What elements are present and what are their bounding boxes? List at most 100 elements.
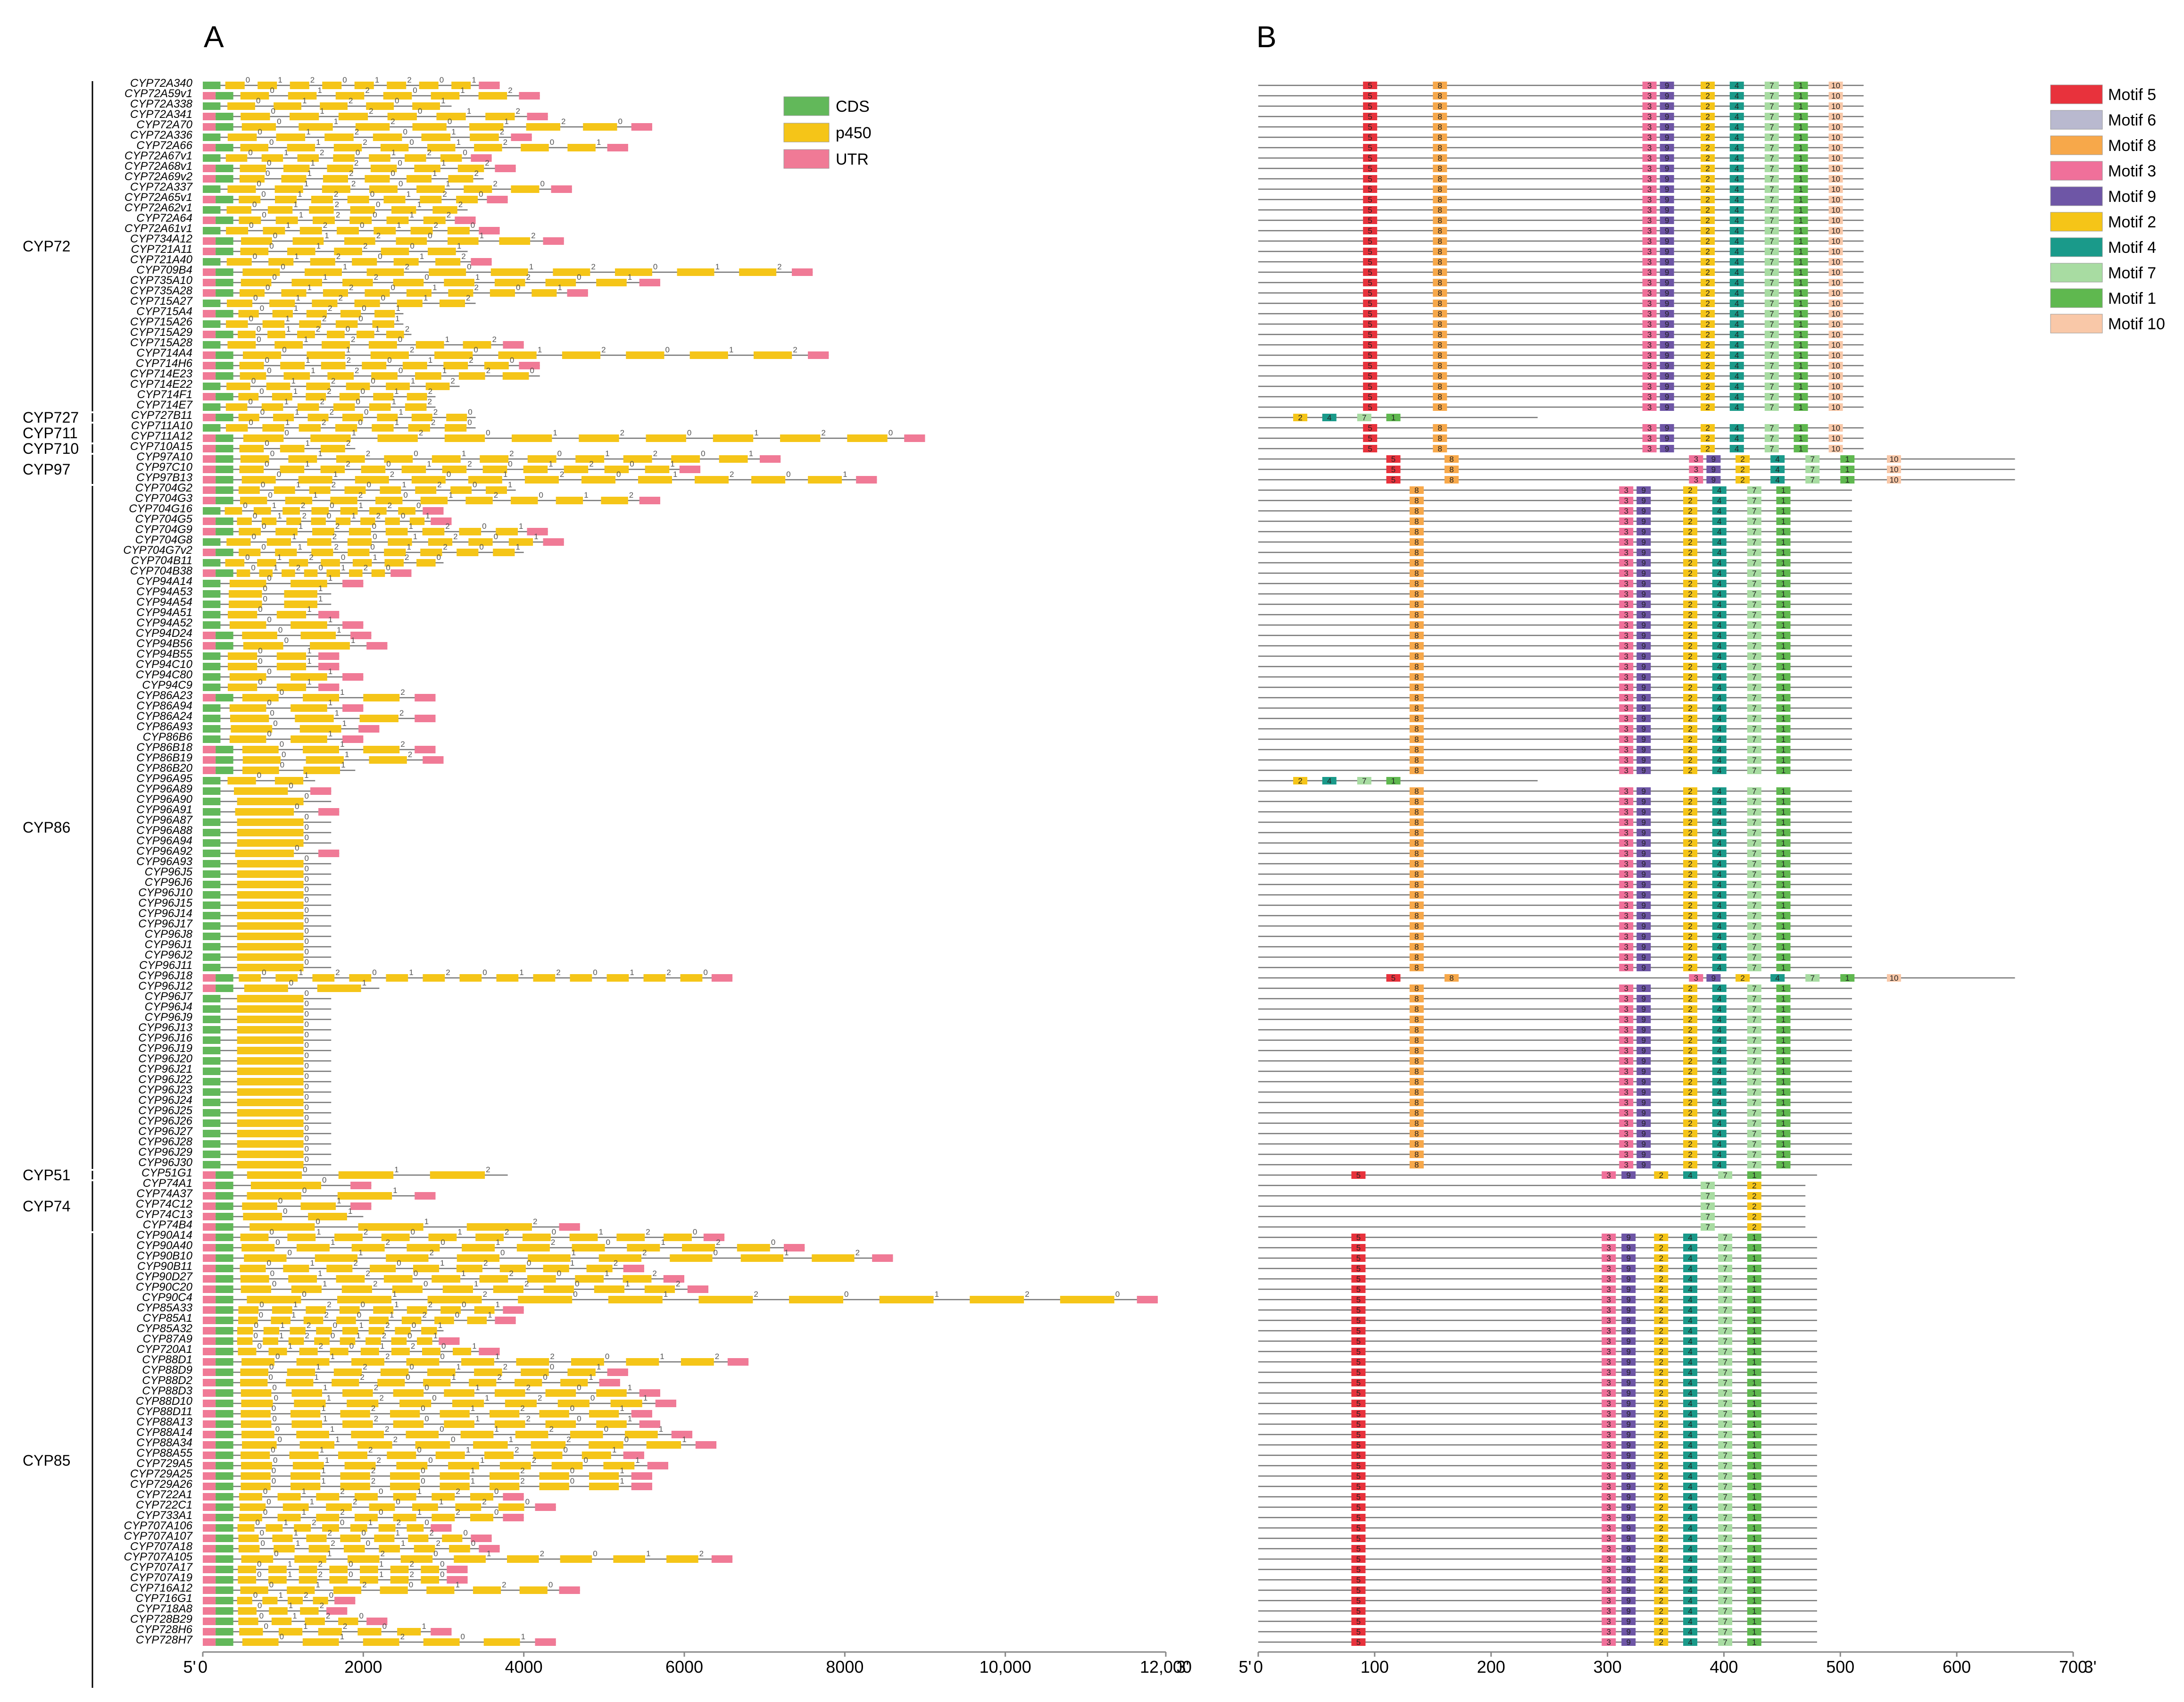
- phase-label: 2: [374, 1414, 378, 1423]
- motif-number: 4: [1717, 984, 1721, 993]
- motif-number: 1: [1799, 258, 1803, 267]
- motif-number: 3: [1647, 216, 1652, 225]
- motif-number: 8: [1438, 351, 1442, 360]
- phase-label: 2: [362, 1580, 366, 1589]
- motif-box: [1776, 850, 1791, 857]
- motif-number: 4: [1717, 891, 1721, 900]
- cds-block: [216, 1597, 233, 1604]
- phase-label: 1: [407, 542, 411, 551]
- motif-box: [1660, 154, 1674, 162]
- motif-box: [1706, 974, 1721, 982]
- phase-label: 0: [268, 1373, 273, 1382]
- p450-block: [296, 1358, 330, 1366]
- motif-box: [1619, 1130, 1634, 1137]
- motif-box: [1887, 466, 1902, 473]
- p450-block: [276, 684, 307, 691]
- panel-a-gene-structure: A CYP72A340CYP72A59v1CYP72A338CYP72A341C…: [23, 20, 1192, 1688]
- motif-box: [1776, 1078, 1791, 1085]
- motif-box: [1764, 113, 1779, 120]
- phase-label: 1: [328, 574, 332, 583]
- motif-number: 2: [1659, 1327, 1663, 1335]
- p450-block: [400, 1555, 433, 1563]
- gene-name: CYP94A53: [136, 585, 192, 598]
- motif-number: 7: [1769, 123, 1774, 132]
- motif-number: 9: [1642, 849, 1646, 858]
- motif-number: 9: [1665, 206, 1669, 215]
- p450-block: [257, 82, 277, 89]
- phase-label: 1: [328, 615, 332, 624]
- utr-block: [203, 237, 216, 245]
- motif-number: 3: [1624, 1160, 1628, 1169]
- motif-number: 9: [1642, 631, 1646, 640]
- motif-number: 4: [1717, 642, 1721, 651]
- p450-block: [390, 1472, 420, 1480]
- p450-block: [241, 123, 276, 131]
- p450-block: [615, 268, 652, 276]
- motif-number: 7: [1705, 1223, 1710, 1232]
- motif-box: [1660, 165, 1674, 172]
- gene-name: CYP96A94: [136, 834, 192, 847]
- phase-label: 1: [362, 978, 366, 987]
- p450-block: [435, 258, 461, 266]
- motif-box: [1363, 154, 1378, 162]
- phase-label: 0: [305, 1082, 309, 1091]
- motif-row: 5 8 3 9 2 4 7 1 10: [1258, 226, 1864, 235]
- cds-block: [216, 1254, 233, 1262]
- p450-block: [545, 1389, 576, 1397]
- phase-label: 0: [424, 1279, 428, 1288]
- motif-number: 7: [1752, 808, 1756, 817]
- phase-label: 2: [301, 501, 305, 510]
- utr-block: [203, 1171, 216, 1179]
- motif-box: [1444, 455, 1459, 463]
- motif-number: 8: [1438, 102, 1442, 111]
- phase-label: 1: [310, 1497, 314, 1506]
- motif-box: [1712, 611, 1727, 618]
- phase-label: 0: [273, 1456, 277, 1465]
- motif-number: 2: [1659, 1576, 1663, 1585]
- motif-box: [1642, 434, 1657, 442]
- phase-label: 0: [500, 1248, 505, 1257]
- utr-block: [203, 1535, 216, 1542]
- motif-number: 1: [1799, 320, 1803, 329]
- p450-block: [286, 517, 301, 525]
- p450-block: [383, 92, 412, 100]
- phase-label: 0: [403, 127, 407, 136]
- legend-swatch: [2050, 237, 2103, 257]
- phase-label: 0: [573, 1290, 577, 1299]
- phase-label: 0: [258, 605, 262, 614]
- p450-block: [421, 1327, 437, 1335]
- motif-box: [1363, 133, 1378, 141]
- motif-box: [1642, 185, 1657, 193]
- motif-box: [1729, 445, 1744, 452]
- gene-name: CYP90B11: [137, 1260, 192, 1273]
- motif-number: 9: [1642, 610, 1646, 619]
- p450-block: [299, 725, 341, 733]
- motif-box: [1660, 248, 1674, 255]
- motif-number: 1: [1799, 247, 1803, 256]
- phase-label: 0: [253, 293, 257, 302]
- phase-label: 0: [455, 1310, 459, 1319]
- utr-block: [203, 746, 216, 753]
- motif-number: 7: [1752, 1067, 1756, 1076]
- motif-number: 3: [1606, 1482, 1611, 1491]
- phase-label: 2: [461, 252, 465, 261]
- motif-number: 7: [1752, 1046, 1756, 1055]
- motif-number: 1: [1799, 216, 1803, 225]
- motif-box: [1729, 165, 1744, 172]
- phase-label: 0: [386, 563, 390, 572]
- motif-number: 9: [1642, 600, 1646, 609]
- motif-box: [1794, 217, 1808, 224]
- motif-number: 5: [1356, 1171, 1361, 1180]
- cds-block: [216, 268, 233, 276]
- motif-number: 4: [1717, 600, 1721, 609]
- p450-block: [292, 1462, 324, 1469]
- phase-label: 0: [305, 1072, 309, 1081]
- motif-number: 9: [1626, 1607, 1630, 1616]
